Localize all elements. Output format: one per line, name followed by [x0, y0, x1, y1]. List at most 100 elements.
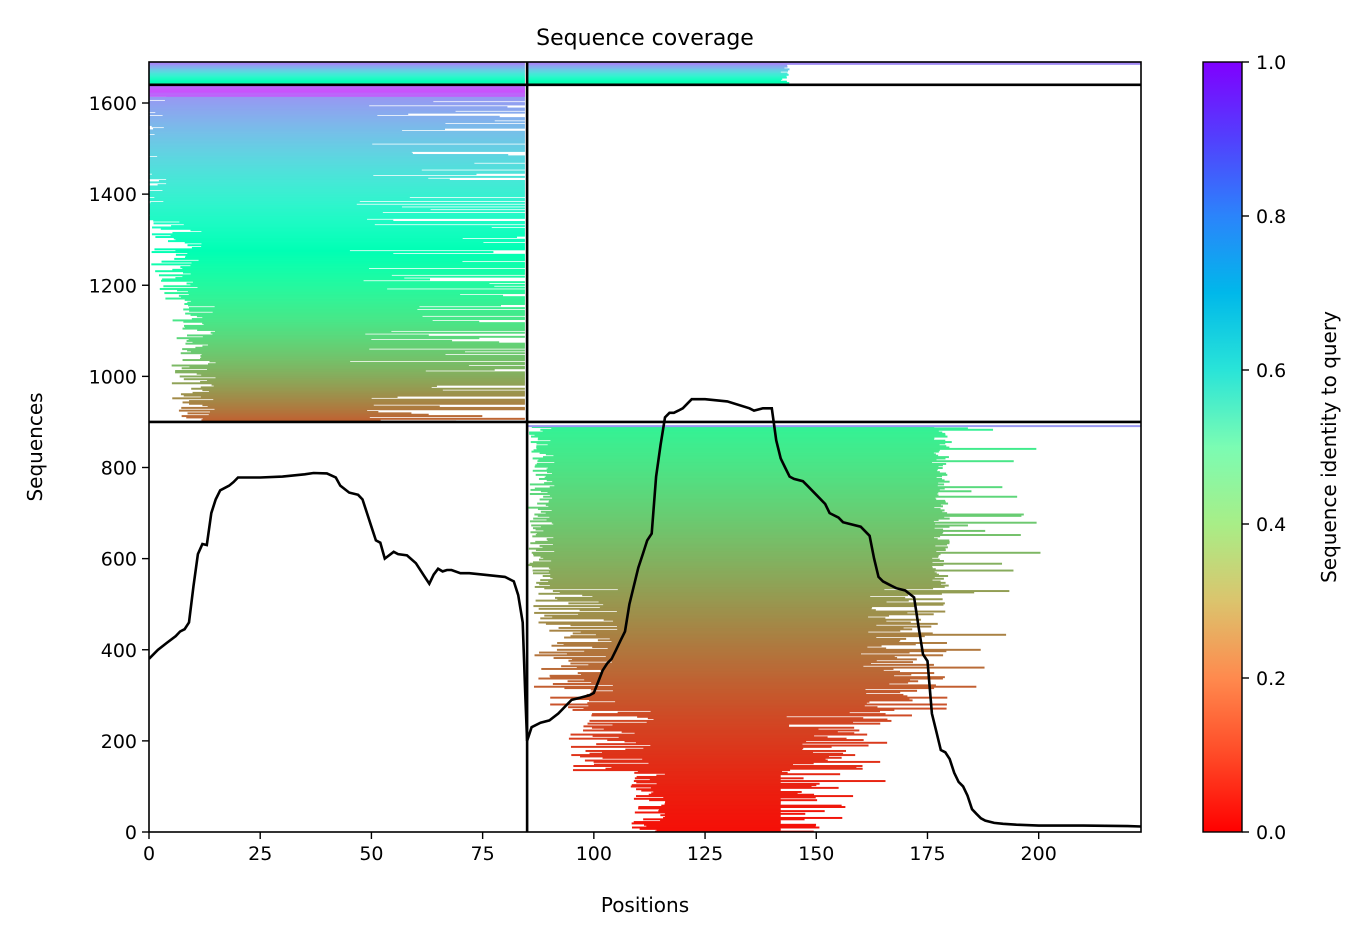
alignment-row — [592, 713, 886, 716]
alignment-row — [547, 443, 940, 446]
alignment-row — [549, 486, 1003, 489]
alignment-row — [547, 539, 950, 542]
alignment-row — [538, 458, 937, 461]
alignment-row — [548, 580, 941, 583]
chart-title: Sequence coverage — [536, 26, 754, 51]
alignment-row — [157, 184, 525, 187]
alignment-row — [155, 270, 525, 273]
alignment-row — [182, 348, 370, 351]
alignment-row — [579, 609, 876, 612]
alignment-row — [185, 255, 525, 258]
alignment-row — [149, 67, 525, 69]
alignment-row — [149, 71, 525, 74]
alignment-row — [149, 140, 525, 143]
alignment-row — [149, 181, 525, 184]
alignment-row — [661, 804, 842, 807]
alignment-row — [149, 92, 525, 95]
y-tick-label: 1000 — [89, 366, 137, 388]
y-tick-label: 1600 — [89, 93, 137, 115]
colorbar-tick-label: 0.8 — [1256, 206, 1286, 228]
alignment-row — [535, 540, 950, 543]
alignment-row — [592, 734, 815, 737]
alignment-row — [212, 333, 366, 336]
alignment-row — [166, 178, 450, 181]
alignment-row — [591, 714, 912, 717]
alignment-row — [190, 229, 525, 232]
alignment-row — [538, 477, 942, 480]
alignment-row — [552, 497, 936, 500]
y-tick-label: 1400 — [89, 184, 137, 206]
alignment-row — [149, 86, 525, 89]
alignment-row — [149, 177, 429, 180]
alignment-row — [153, 222, 525, 225]
alignment-row — [149, 87, 525, 90]
alignment-row — [553, 454, 939, 457]
alignment-row — [665, 800, 781, 803]
alignment-row — [202, 417, 525, 420]
alignment-row — [664, 803, 781, 806]
alignment-row — [660, 819, 781, 822]
x-tick-label: 25 — [248, 843, 272, 865]
alignment-row — [175, 277, 405, 280]
alignment-row — [650, 744, 869, 747]
alignment-row — [189, 400, 525, 403]
alignment-row — [612, 724, 790, 726]
alignment-row — [584, 650, 947, 653]
alignment-row — [190, 272, 525, 275]
alignment-row — [187, 252, 394, 255]
alignment-row — [616, 610, 946, 613]
alignment-row — [201, 353, 446, 356]
alignment-row — [664, 773, 841, 776]
alignment-row — [149, 212, 525, 215]
alignment-row — [149, 76, 525, 79]
alignment-row — [551, 472, 947, 475]
alignment-row — [157, 155, 525, 158]
alignment-row — [149, 170, 525, 173]
alignment-row — [631, 826, 820, 829]
alignment-row — [149, 166, 525, 169]
alignment-row — [593, 763, 794, 766]
alignment-row — [603, 603, 944, 606]
alignment-row — [643, 818, 805, 821]
alignment-row — [611, 766, 857, 769]
alignment-row — [549, 494, 939, 497]
alignment-row — [593, 760, 881, 763]
alignment-row — [532, 457, 946, 460]
alignment-row — [617, 628, 913, 631]
alignment-row — [533, 605, 916, 608]
alignment-row — [200, 357, 525, 360]
x-tick-label: 150 — [798, 843, 834, 865]
x-tick-label: 175 — [909, 843, 945, 865]
alignment-row — [576, 666, 985, 669]
alignment-row — [531, 450, 939, 453]
alignment-row — [535, 549, 946, 552]
alignment-row — [185, 312, 525, 315]
alignment-row — [542, 546, 948, 549]
alignment-row — [149, 77, 525, 80]
alignment-row — [529, 431, 943, 434]
alignment-row — [202, 389, 443, 392]
alignment-row — [564, 636, 877, 639]
alignment-row — [568, 737, 847, 740]
alignment-row — [618, 736, 828, 739]
alignment-row — [149, 103, 525, 106]
alignment-row — [149, 97, 525, 100]
alignment-row — [214, 408, 525, 411]
alignment-row — [178, 409, 368, 412]
alignment-row — [564, 687, 935, 690]
alignment-row — [149, 210, 525, 213]
alignment-row — [538, 607, 872, 610]
alignment-row — [174, 257, 525, 260]
alignment-row — [186, 339, 453, 342]
alignment-row — [201, 242, 525, 245]
alignment-row — [163, 285, 495, 288]
alignment-row — [177, 289, 525, 292]
alignment-row — [586, 693, 904, 696]
x-tick-label: 50 — [359, 843, 383, 865]
alignment-row — [534, 611, 908, 614]
alignment-row — [651, 792, 798, 795]
alignment-row — [554, 461, 933, 464]
alignment-row — [550, 439, 946, 442]
alignment-row — [552, 543, 948, 546]
alignment-row — [539, 452, 934, 454]
